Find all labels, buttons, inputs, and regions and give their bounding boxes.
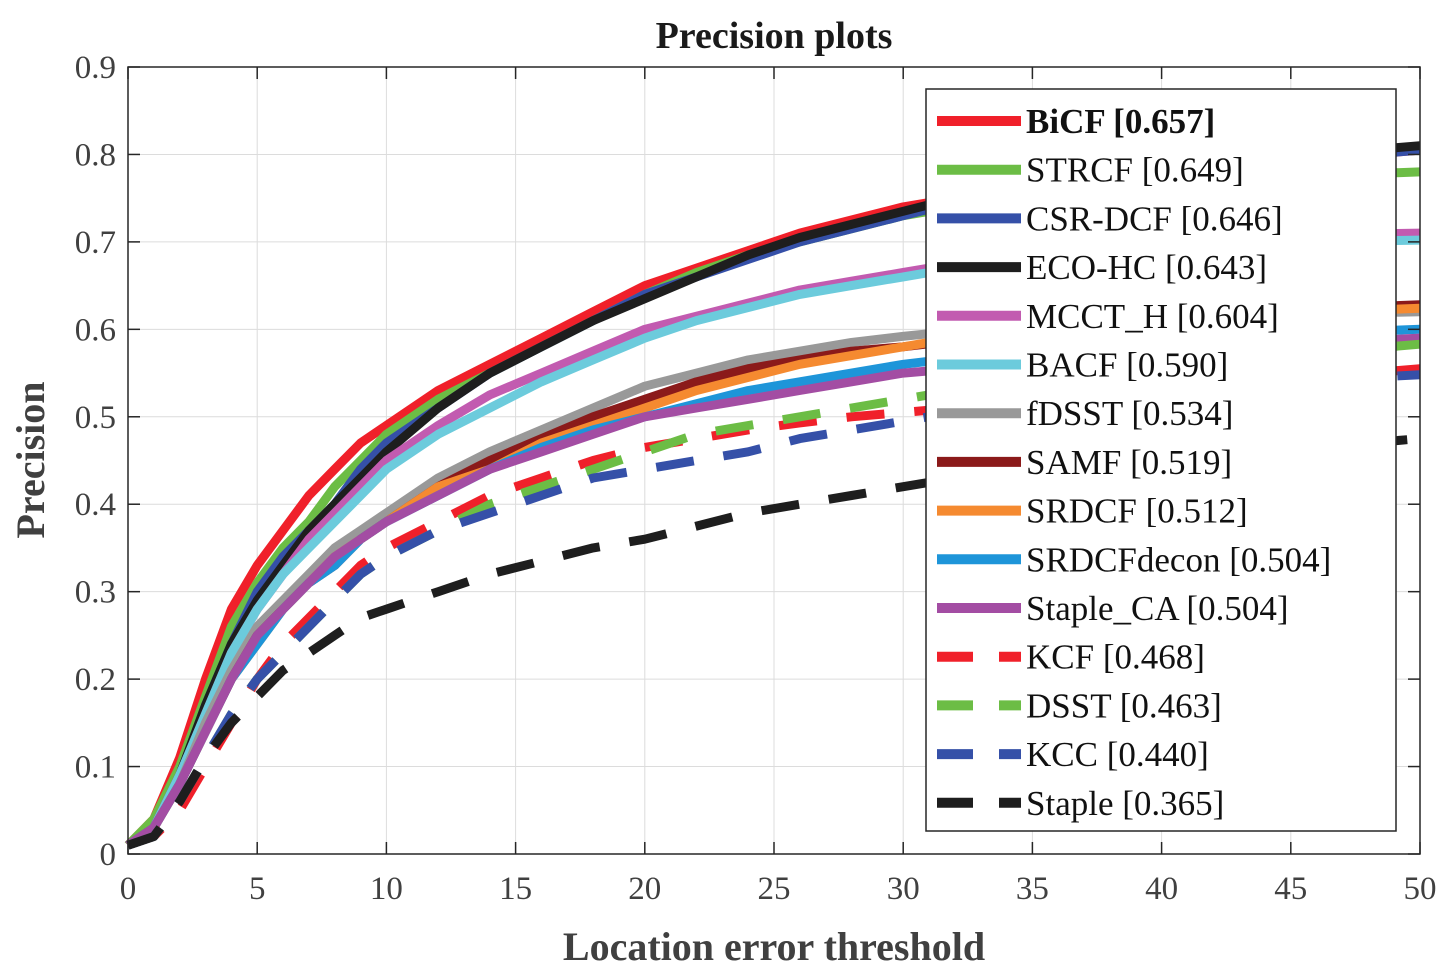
x-tick-label: 20 bbox=[628, 871, 661, 907]
x-tick-label: 5 bbox=[249, 871, 266, 907]
x-tick-label: 25 bbox=[758, 871, 791, 907]
y-tick-label: 0.6 bbox=[75, 312, 116, 348]
legend-label: SAMF [0.519] bbox=[1026, 443, 1232, 482]
x-axis-label: Location error threshold bbox=[563, 924, 985, 969]
legend-label: BiCF [0.657] bbox=[1026, 102, 1215, 141]
series-line-staple bbox=[126, 434, 1421, 850]
x-tick-label: 0 bbox=[120, 871, 137, 907]
chart-title: Precision plots bbox=[656, 15, 893, 57]
legend-label: BACF [0.590] bbox=[1026, 346, 1228, 385]
x-tick-label: 50 bbox=[1404, 871, 1437, 907]
legend-label: KCF [0.468] bbox=[1026, 638, 1205, 677]
y-tick-label: 0.3 bbox=[75, 575, 116, 611]
legend-label: Staple [0.365] bbox=[1026, 784, 1224, 823]
legend: BiCF [0.657] STRCF [0.649] CSR-DCF [0.646]… bbox=[925, 88, 1397, 832]
legend-label: ECO-HC [0.643] bbox=[1026, 248, 1267, 287]
legend-label: CSR-DCF [0.646] bbox=[1026, 199, 1283, 238]
x-tick-label: 30 bbox=[887, 871, 920, 907]
legend-label: KCC [0.440] bbox=[1026, 735, 1209, 774]
legend-label: Staple_CA [0.504] bbox=[1026, 589, 1288, 628]
y-tick-label: 0.1 bbox=[75, 750, 116, 786]
y-tick-label: 0.2 bbox=[75, 662, 116, 698]
y-tick-label: 0.5 bbox=[75, 400, 116, 436]
legend-label: fDSST [0.534] bbox=[1026, 394, 1233, 433]
y-tick-label: 0.9 bbox=[75, 50, 116, 86]
legend-label: DSST [0.463] bbox=[1026, 686, 1222, 725]
y-tick-label: 0 bbox=[100, 837, 117, 873]
y-tick-label: 0.8 bbox=[75, 137, 116, 173]
x-tick-label: 15 bbox=[499, 871, 532, 907]
legend-label: SRDCFdecon [0.504] bbox=[1026, 540, 1331, 579]
legend-label: SRDCF [0.512] bbox=[1026, 492, 1248, 531]
legend-label: STRCF [0.649] bbox=[1026, 151, 1244, 190]
x-tick-label: 35 bbox=[1016, 871, 1049, 907]
x-tick-label: 40 bbox=[1145, 871, 1178, 907]
x-tick-label: 45 bbox=[1274, 871, 1307, 907]
legend-label: MCCT_H [0.604] bbox=[1026, 297, 1279, 336]
y-axis-label: Precision bbox=[8, 381, 53, 538]
axes: 0 5 10 15 20 25 30 35 40 45 50 0 0.1 0.2 0.3 0.4 0.5 0.6 0… bbox=[75, 50, 1437, 907]
y-tick-label: 0.4 bbox=[75, 487, 116, 523]
y-tick-label: 0.7 bbox=[75, 225, 116, 261]
x-tick-label: 10 bbox=[370, 871, 403, 907]
